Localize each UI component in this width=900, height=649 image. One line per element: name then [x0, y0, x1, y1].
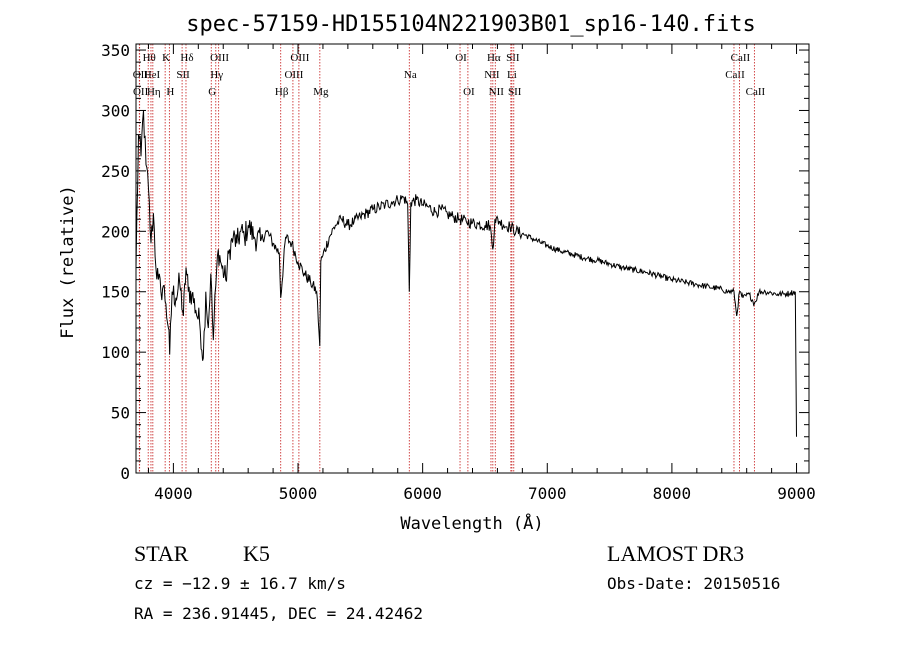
- y-tick-label: 300: [101, 101, 130, 120]
- y-axis-label: Flux (relative): [58, 185, 78, 339]
- plot-frame: [135, 43, 810, 474]
- coordinates: RA = 236.91445, DEC = 24.42462: [134, 604, 423, 623]
- x-tick-label: 9000: [777, 484, 816, 503]
- marker-label: G: [208, 86, 216, 98]
- marker-label: Hθ: [143, 52, 156, 64]
- marker-label: Hβ: [275, 86, 289, 98]
- obs-date: Obs-Date: 20150516: [607, 574, 781, 593]
- marker-label: CaII: [731, 52, 751, 64]
- marker-label: OIII: [290, 52, 309, 64]
- marker-label: HeI: [144, 69, 161, 81]
- marker-label: OI: [463, 86, 475, 98]
- line-markers: OIIOIIHθHeIHηKHSIIHδGHγOIIIHβOIIIOIIIMgN…: [133, 44, 766, 473]
- y-tick-label: 150: [101, 283, 130, 302]
- y-tick-label: 100: [101, 343, 130, 362]
- spectrum-line: [135, 110, 797, 437]
- y-tick-label: 200: [101, 222, 130, 241]
- x-tick-label: 7000: [528, 484, 567, 503]
- marker-label: OIII: [284, 69, 303, 81]
- y-tick-label: 250: [101, 162, 130, 181]
- marker-label: Hδ: [180, 52, 193, 64]
- marker-label: NII: [484, 69, 500, 81]
- y-tick-label: 0: [120, 464, 130, 483]
- marker-label: OII: [133, 86, 149, 98]
- marker-label: OIII: [210, 52, 229, 64]
- marker-label: OII: [133, 69, 149, 81]
- survey-name: LAMOST DR3: [607, 541, 745, 566]
- x-axis-label: Wavelength (Å): [400, 512, 543, 534]
- marker-label: K: [162, 52, 170, 64]
- marker-label: NII: [489, 86, 505, 98]
- redshift-text: cz = −12.9 ± 16.7 km/s: [134, 574, 346, 593]
- marker-label: Hα: [487, 52, 501, 64]
- y-tick-label: 350: [101, 41, 130, 60]
- x-tick-label: 6000: [403, 484, 442, 503]
- object-class: STAR: [134, 541, 189, 566]
- marker-label: SII: [508, 86, 522, 98]
- x-tick-label: 8000: [653, 484, 692, 503]
- marker-label: Na: [404, 69, 417, 81]
- marker-label: Mg: [313, 86, 329, 98]
- marker-label: Hγ: [210, 69, 223, 81]
- chart-title: spec-57159-HD155104N221903B01_sp16-140.f…: [186, 12, 756, 37]
- subclass: K5: [243, 541, 270, 566]
- axes: 4000 5000 6000 7000 8000 9000 0 50 100 150 200 250 3…: [101, 41, 816, 503]
- marker-label: H: [166, 86, 174, 98]
- marker-label: OI: [455, 52, 467, 64]
- marker-label: SII: [176, 69, 190, 81]
- marker-label: CaII: [746, 86, 766, 98]
- x-tick-label: 4000: [154, 484, 193, 503]
- y-tick-label: 50: [111, 404, 130, 423]
- x-tick-label: 5000: [279, 484, 318, 503]
- marker-label: SII: [506, 52, 520, 64]
- marker-label: Hη: [147, 86, 161, 98]
- marker-label: CaII: [725, 69, 745, 81]
